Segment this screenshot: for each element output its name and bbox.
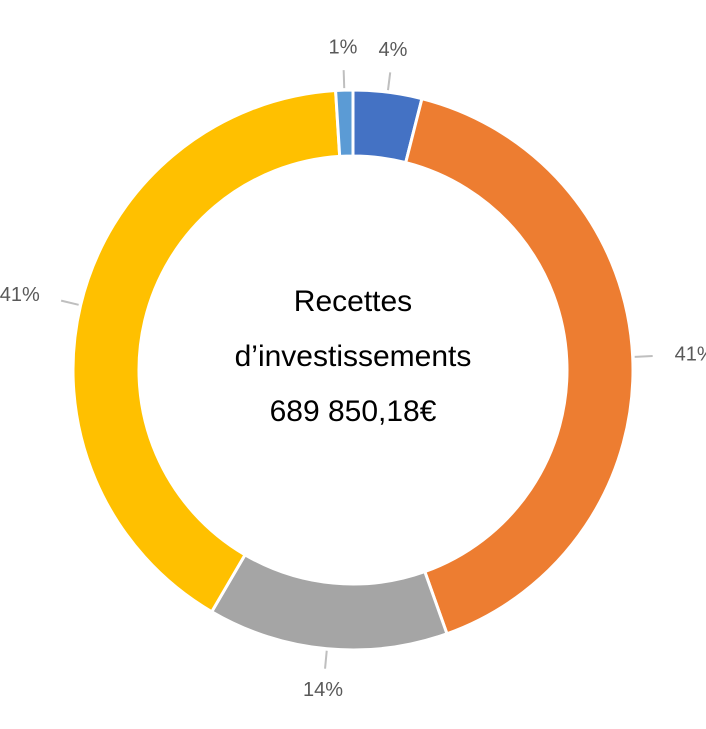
donut-segment <box>71 88 342 614</box>
data-label: 41% <box>675 343 706 365</box>
center-label: Recettes <box>294 285 412 318</box>
leader-line <box>634 355 653 358</box>
leader-line <box>342 70 346 89</box>
data-label: 1% <box>329 36 358 58</box>
leader-line <box>324 650 328 669</box>
leader-line <box>387 72 392 91</box>
data-label: 41% <box>0 284 40 306</box>
donut-segment <box>403 96 635 636</box>
center-label: d’investissements <box>235 340 472 373</box>
donut-segment <box>209 552 449 652</box>
data-label: 14% <box>303 679 343 701</box>
data-label: 4% <box>379 39 408 61</box>
leader-line <box>60 299 79 306</box>
donut-segment <box>334 88 355 159</box>
center-label: 689 850,18€ <box>270 395 437 428</box>
